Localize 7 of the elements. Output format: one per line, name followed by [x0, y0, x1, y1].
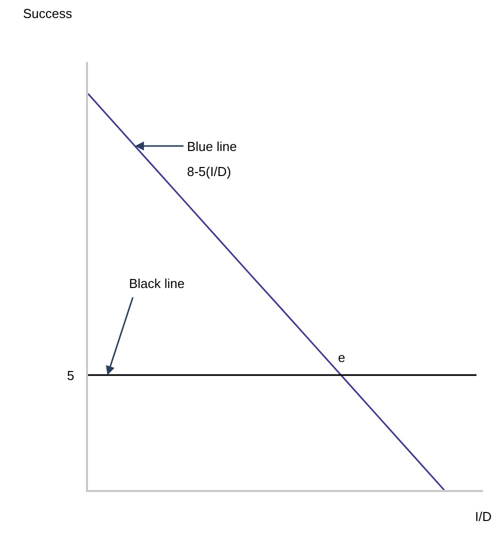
text: Black line: [129, 276, 185, 291]
text: Blue line: [187, 139, 237, 154]
annotation: 8-5(I/D): [187, 164, 232, 179]
x-axis-title: I/D: [475, 509, 492, 524]
text: 5: [67, 368, 74, 383]
text: Success: [23, 6, 73, 21]
annotation: e: [338, 350, 346, 365]
